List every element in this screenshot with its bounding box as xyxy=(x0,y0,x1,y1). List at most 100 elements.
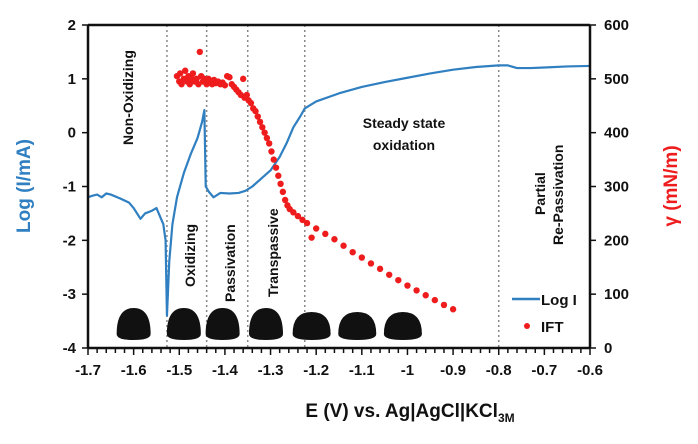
ift-point xyxy=(299,216,306,224)
x-tick-label: -1.3 xyxy=(258,362,284,379)
ift-point xyxy=(303,219,311,227)
x-tick-label: -1.5 xyxy=(166,362,192,379)
ift-point xyxy=(413,287,420,294)
legend-swatch-ift xyxy=(524,323,530,329)
region-label-partial-1: Partial xyxy=(532,172,548,215)
ift-point xyxy=(395,276,402,284)
ift-point xyxy=(254,113,261,120)
x-axis-label-subscript: 3M xyxy=(498,411,515,425)
x-tick-label: -0.8 xyxy=(486,362,512,379)
ift-point xyxy=(178,81,185,88)
ift-point xyxy=(449,306,457,313)
y-axis-left-label: Log (I/mA) xyxy=(14,139,35,233)
ift-point xyxy=(239,75,247,83)
ift-point xyxy=(322,230,329,238)
droplet-image xyxy=(248,308,283,340)
droplet-image xyxy=(292,312,331,340)
x-tick-label: -1.4 xyxy=(212,362,239,379)
y-left-tick-label: 2 xyxy=(68,17,76,34)
x-tick-label: -0.7 xyxy=(531,362,557,379)
ift-point xyxy=(272,164,280,171)
ift-point xyxy=(290,209,297,216)
region-label-steady-2: oxidation xyxy=(373,137,435,153)
ift-point xyxy=(270,156,277,163)
y-left-tick-label: 0 xyxy=(68,125,76,142)
y-right-tick-label: 600 xyxy=(604,17,629,34)
x-tick-label: -1 xyxy=(401,362,414,379)
droplet-image xyxy=(205,308,240,340)
droplet-image xyxy=(338,312,377,340)
region-label-partial-2: Re-Passivation xyxy=(550,145,566,245)
ift-point xyxy=(265,140,273,147)
region-label-transpassive: Transpassive xyxy=(265,208,281,297)
x-axis-label-main: E (V) vs. Ag|AgCl|KCl xyxy=(305,401,498,422)
ift-point xyxy=(279,188,287,196)
ift-point xyxy=(259,124,266,131)
x-tick-label: -1.6 xyxy=(121,362,147,379)
series-log-i-line xyxy=(87,64,591,317)
x-axis-label: E (V) vs. Ag|AgCl|KCl3M xyxy=(305,401,514,425)
ift-point xyxy=(256,118,264,126)
ift-point xyxy=(263,134,271,142)
ift-point xyxy=(189,70,197,77)
y-left-tick-label: -2 xyxy=(63,232,76,249)
region-label-passivation: Passivation xyxy=(222,224,238,302)
ift-point xyxy=(268,148,275,155)
ift-point xyxy=(376,265,384,273)
ift-point xyxy=(247,99,255,107)
y-right-tick-label: 0 xyxy=(604,340,612,357)
ift-point xyxy=(367,260,375,267)
x-tick-label: -0.9 xyxy=(440,362,466,379)
ift-point xyxy=(358,254,366,261)
ift-point xyxy=(252,107,259,115)
droplet-images xyxy=(116,308,422,340)
y-right-tick-label: 100 xyxy=(604,286,629,303)
legend-label-log-i: Log I xyxy=(541,292,577,309)
region-label-steady-1: Steady state xyxy=(363,115,446,131)
y-left-tick-label: -1 xyxy=(63,179,76,196)
x-tick-label: -1.1 xyxy=(349,362,375,379)
legend: Log I IFT xyxy=(512,292,577,336)
ift-point xyxy=(277,180,284,188)
ift-point xyxy=(261,129,268,136)
region-boundaries xyxy=(166,25,500,348)
y-right-tick-label: 500 xyxy=(604,71,629,88)
ift-point xyxy=(431,296,439,304)
ift-point xyxy=(221,82,229,89)
droplet-image xyxy=(383,312,422,340)
y-axis-right-label: γ (mN/m) xyxy=(661,145,682,226)
region-label-non-oxidizing: Non-Oxidizing xyxy=(120,50,136,145)
ift-point xyxy=(340,242,347,249)
ift-point xyxy=(294,212,302,220)
x-tick-label: -1.2 xyxy=(303,362,329,379)
ift-point xyxy=(196,48,204,56)
ift-point xyxy=(422,292,429,299)
y-right-tick-label: 400 xyxy=(604,125,629,142)
ift-point xyxy=(275,172,282,179)
axes: -1.7 -1.6 -1.5 -1.4 -1.3 -1.2 -1.1 -1 -0.9 -0.8 -0… xyxy=(63,17,629,379)
x-tick-label: -1.7 xyxy=(75,362,101,379)
y-right-tick-label: 300 xyxy=(604,179,629,196)
droplet-image xyxy=(166,308,201,340)
droplet-image xyxy=(116,308,151,340)
legend-label-ift: IFT xyxy=(541,319,564,336)
y-left-tick-label: -4 xyxy=(63,340,77,357)
ift-point xyxy=(440,301,448,309)
x-tick-label: -0.6 xyxy=(577,362,603,379)
ift-point xyxy=(349,248,356,256)
ift-point xyxy=(386,271,393,278)
ift-point xyxy=(308,234,315,241)
ift-point xyxy=(182,67,189,74)
ift-point xyxy=(186,81,193,88)
region-label-oxidizing: Oxidizing xyxy=(182,224,198,287)
ift-point xyxy=(243,91,251,99)
ift-point xyxy=(176,70,184,77)
ift-point xyxy=(226,74,233,81)
y-left-tick-label: -3 xyxy=(63,286,76,303)
ift-point xyxy=(404,282,411,289)
ift-point xyxy=(312,225,320,232)
ift-point xyxy=(331,236,338,243)
y-right-tick-label: 200 xyxy=(604,232,629,249)
y-left-tick-label: 1 xyxy=(68,71,76,88)
